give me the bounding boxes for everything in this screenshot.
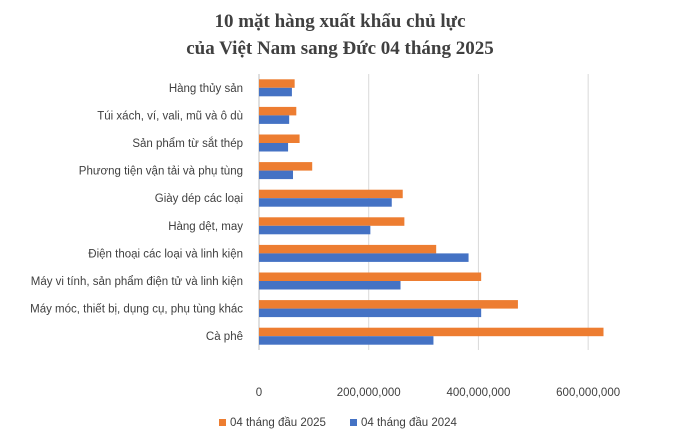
bar-2025 — [259, 106, 297, 116]
legend-label: 04 tháng đầu 2024 — [361, 417, 458, 429]
bar-2025 — [259, 134, 300, 143]
bar-2024 — [259, 198, 392, 207]
category-label: Hàng dệt, may — [168, 221, 243, 233]
category-label: Giày dép các loại — [155, 193, 243, 205]
bar-2025 — [259, 272, 482, 281]
legend-swatch — [350, 419, 357, 426]
bar-2024 — [259, 170, 294, 180]
category-label: Phương tiện vận tải và phụ tùng — [79, 166, 243, 178]
bar-2025 — [259, 244, 437, 254]
bar-2025 — [259, 189, 403, 199]
x-tick-label: 0 — [256, 387, 262, 399]
legend: 04 tháng đầu 2025 04 tháng đầu 2024 — [219, 417, 458, 429]
bar-2025 — [259, 162, 313, 171]
category-label: Cà phê — [206, 331, 243, 343]
bar-2024 — [259, 308, 482, 318]
category-label: Sản phẩm từ sắt thép — [132, 137, 243, 150]
x-tick-label: 600,000,000 — [556, 387, 620, 399]
x-tick-labels: 0 200,000,000 400,000,000 600,000,000 — [256, 387, 620, 399]
bar-2025 — [259, 217, 405, 226]
bar-2025 — [259, 79, 295, 88]
bar-2024 — [259, 281, 401, 290]
x-tick-label: 200,000,000 — [337, 387, 401, 399]
bar-2025 — [259, 327, 604, 337]
category-labels: Cà phê Máy móc, thiết bị, dụng cụ, phụ tù… — [30, 83, 243, 343]
category-label: Máy móc, thiết bị, dụng cụ, phụ tùng khá… — [30, 304, 243, 316]
bar-2024 — [259, 225, 371, 235]
bar-2024 — [259, 336, 434, 345]
category-label: Hàng thủy sản — [169, 83, 243, 95]
legend-swatch — [219, 419, 226, 426]
bars — [259, 79, 604, 345]
bar-2024 — [259, 143, 289, 152]
bar-2024 — [259, 87, 292, 97]
x-tick-label: 400,000,000 — [446, 387, 510, 399]
legend-label: 04 tháng đầu 2025 — [230, 417, 326, 429]
bar-2025 — [259, 300, 518, 309]
category-label: Túi xách, ví, vali, mũ và ô dù — [97, 110, 243, 122]
chart-title-line-2: của Việt Nam sang Đức 04 tháng 2025 — [186, 38, 494, 59]
bar-2024 — [259, 115, 290, 124]
category-label: Điện thoại các loại và linh kiện — [88, 248, 243, 260]
bar-2024 — [259, 253, 469, 262]
category-label: Máy vi tính, sản phẩm điện tử và linh ki… — [31, 276, 243, 288]
chart-title-line-1: 10 mặt hàng xuất khẩu chủ lực — [214, 11, 465, 32]
